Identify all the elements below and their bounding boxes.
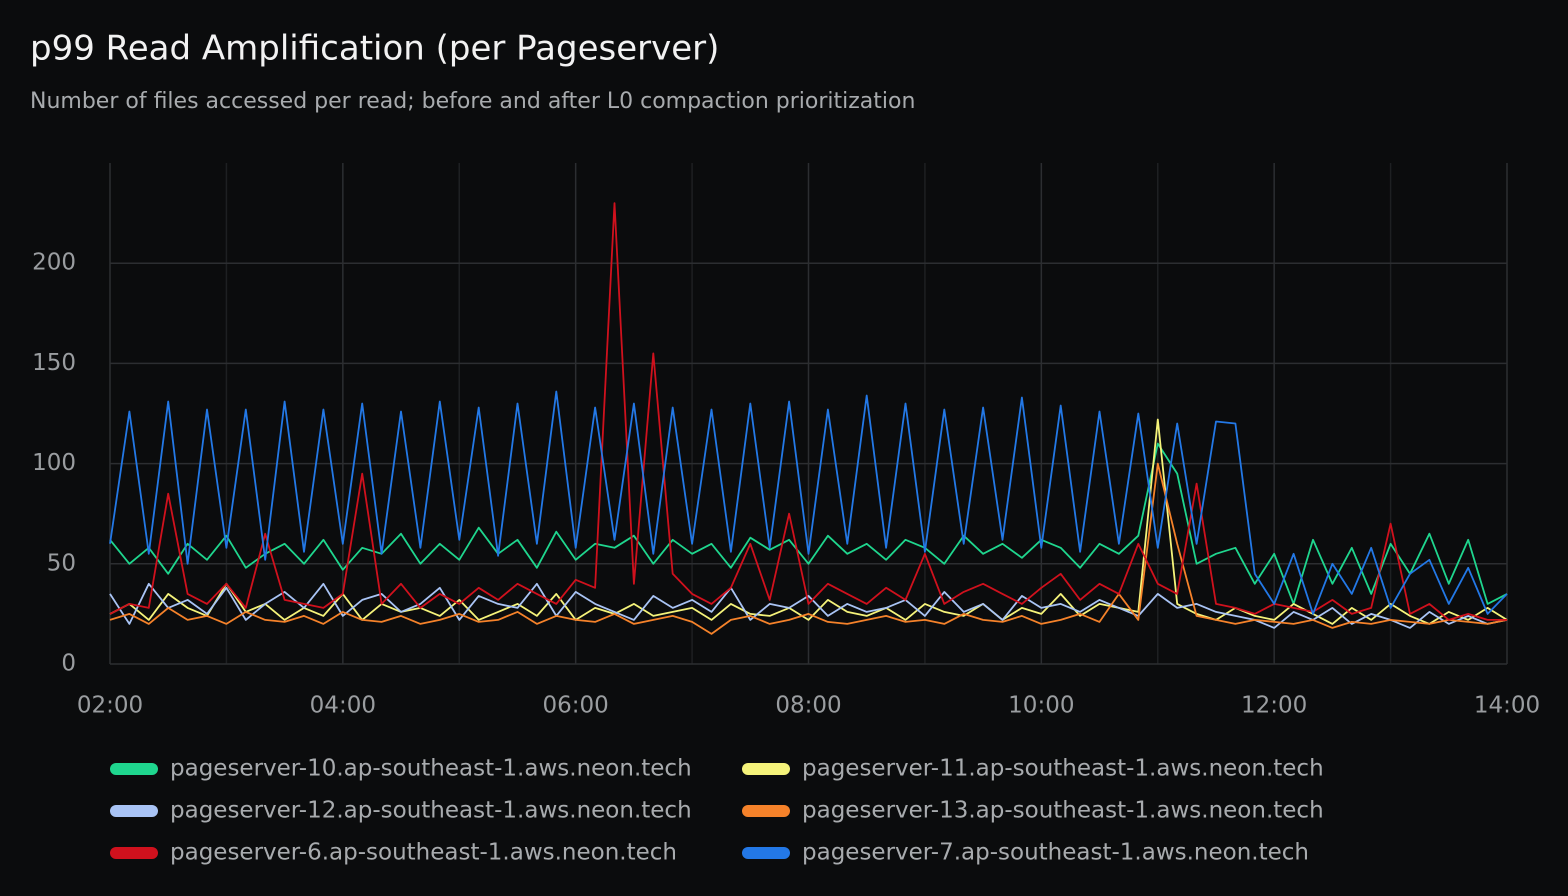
legend-swatch xyxy=(742,763,790,775)
x-tick-label: 06:00 xyxy=(543,693,609,719)
x-tick-label: 08:00 xyxy=(775,693,841,719)
x-tick-label: 12:00 xyxy=(1241,693,1307,719)
y-tick-label: 150 xyxy=(32,350,76,376)
legend-swatch xyxy=(110,763,158,775)
series-line xyxy=(109,442,1508,605)
x-tick-label: 02:00 xyxy=(77,693,143,719)
y-tick-label: 200 xyxy=(32,250,76,276)
legend-label: pageserver-11.ap-southeast-1.aws.neon.te… xyxy=(802,756,1324,782)
legend-label: pageserver-6.ap-southeast-1.aws.neon.tec… xyxy=(170,840,677,866)
legend-label: pageserver-10.ap-southeast-1.aws.neon.te… xyxy=(170,756,692,782)
series-line xyxy=(109,582,1508,629)
series-line xyxy=(109,390,1508,615)
legend-label: pageserver-13.ap-southeast-1.aws.neon.te… xyxy=(802,798,1324,824)
legend-label: pageserver-12.ap-southeast-1.aws.neon.te… xyxy=(170,798,692,824)
x-tick-label: 10:00 xyxy=(1008,693,1074,719)
y-tick-label: 50 xyxy=(47,550,76,576)
legend-label: pageserver-7.ap-southeast-1.aws.neon.tec… xyxy=(802,840,1309,866)
x-tick-label: 04:00 xyxy=(310,693,376,719)
series-line xyxy=(109,462,1508,635)
y-tick-label: 0 xyxy=(61,651,76,677)
legend-swatch xyxy=(742,805,790,817)
x-tick-label: 14:00 xyxy=(1474,693,1540,719)
chart-subtitle: Number of files accessed per read; befor… xyxy=(30,89,915,114)
y-tick-label: 100 xyxy=(32,450,76,476)
chart-title: p99 Read Amplification (per Pageserver) xyxy=(30,29,719,69)
legend-swatch xyxy=(110,805,158,817)
legend-swatch xyxy=(742,847,790,859)
legend-swatch xyxy=(110,847,158,859)
